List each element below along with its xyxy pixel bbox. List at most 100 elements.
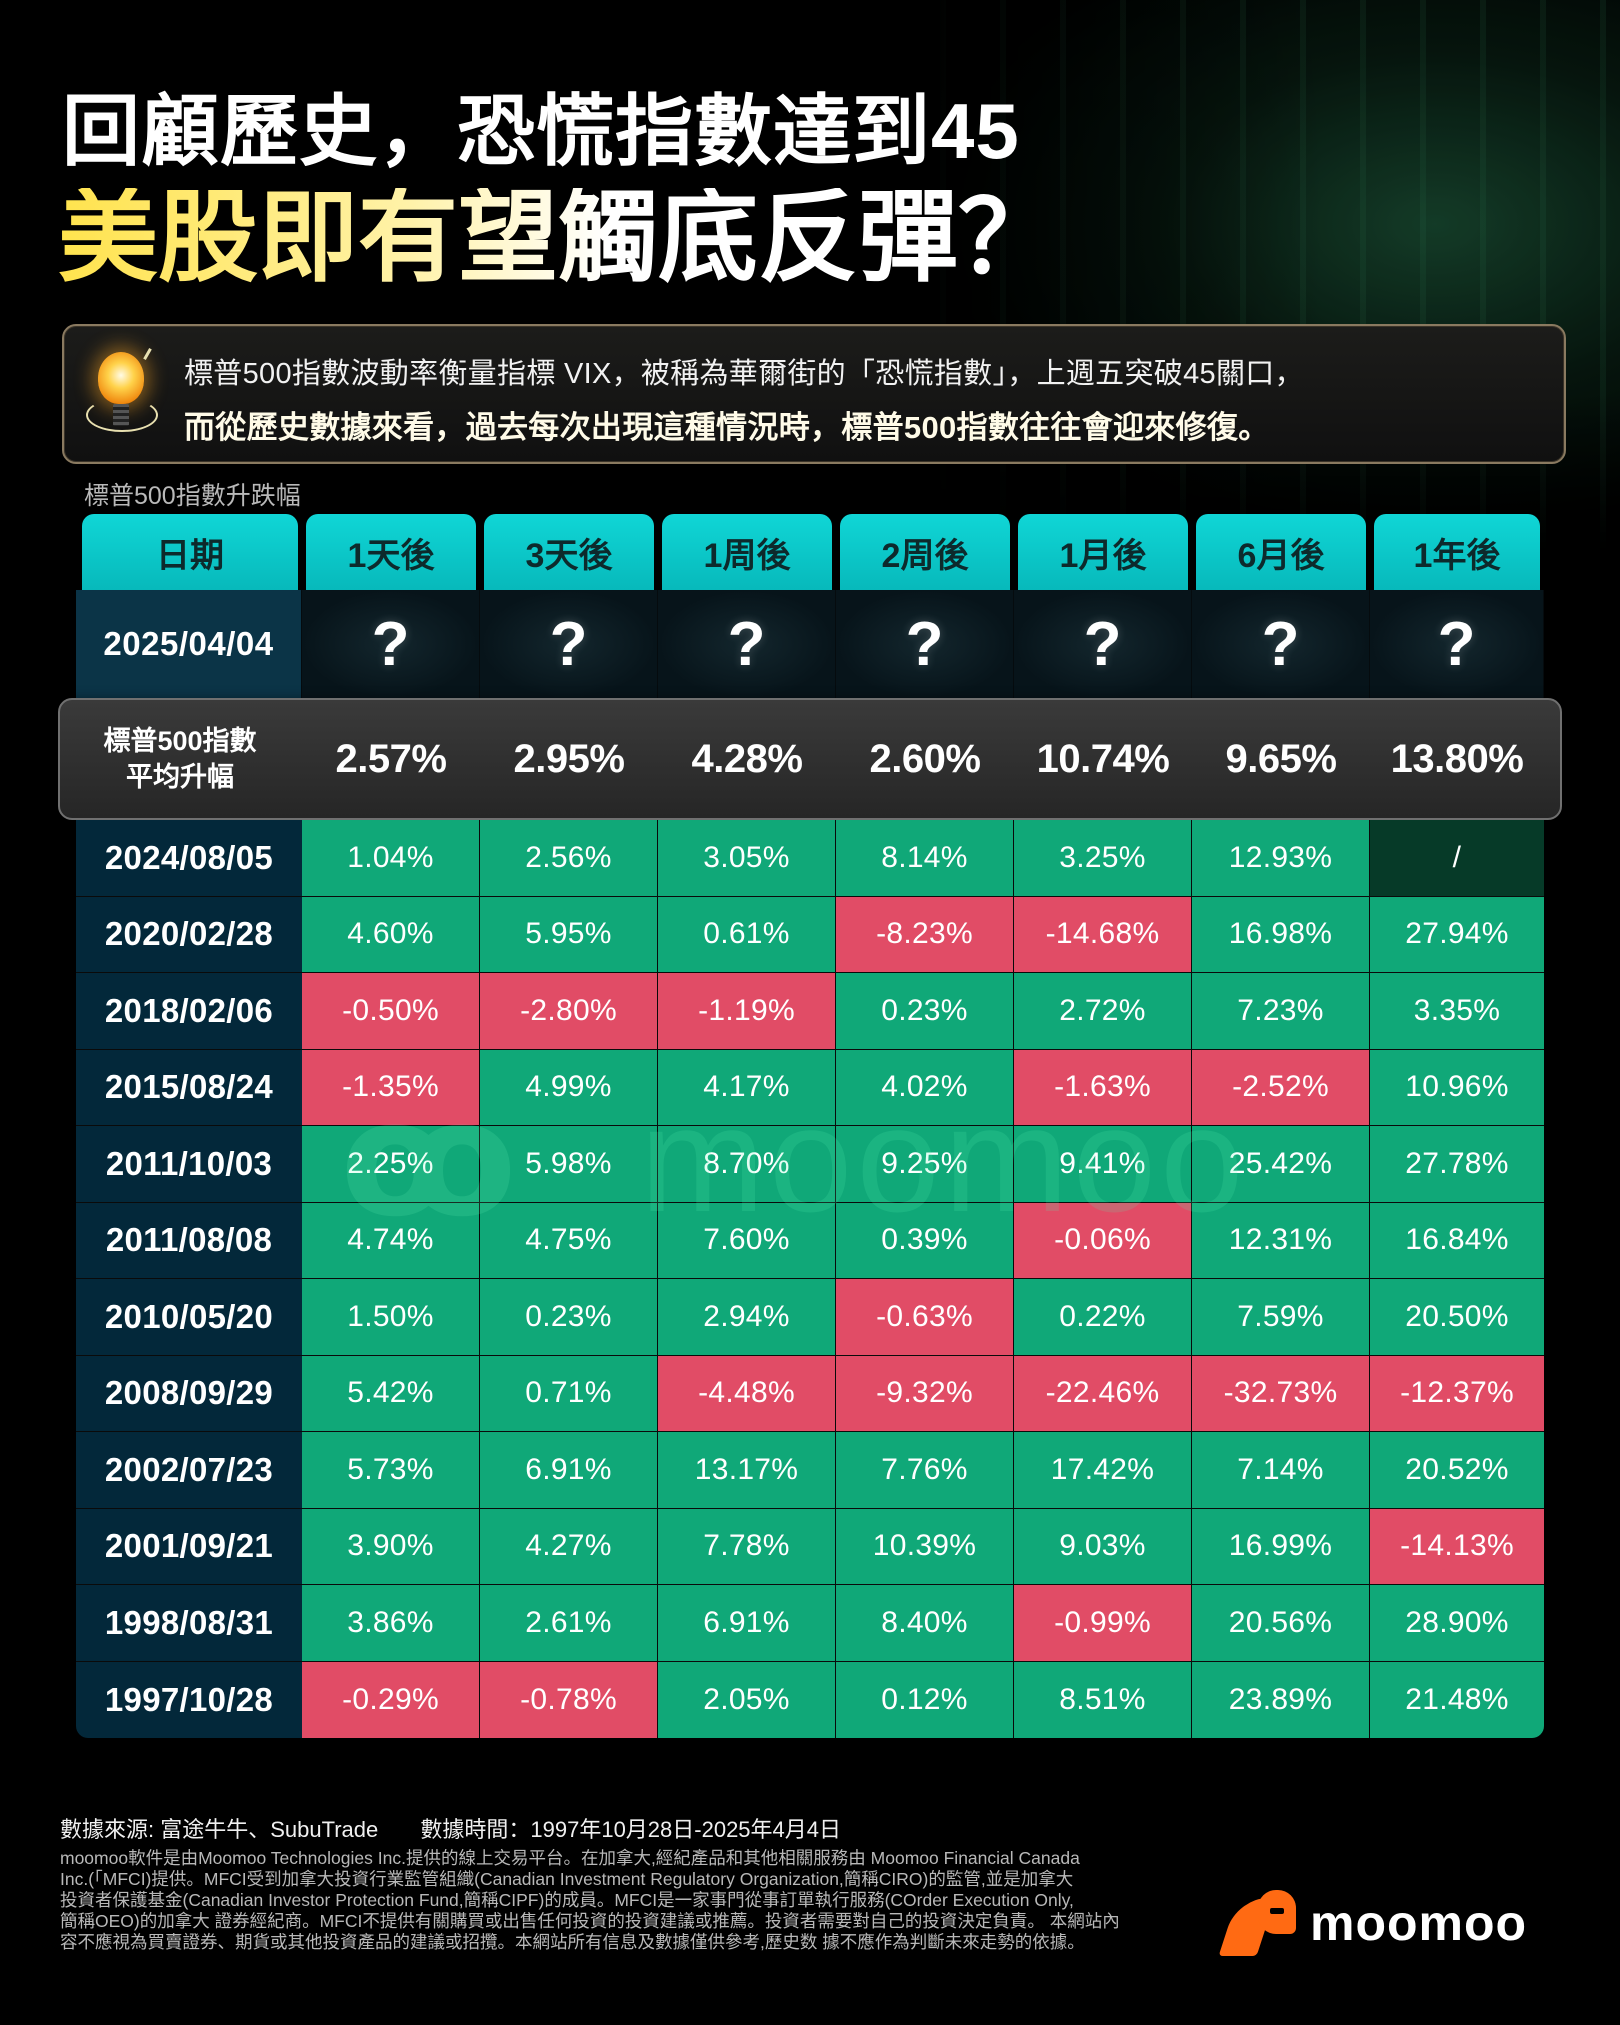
average-value: 2.60%	[869, 736, 981, 781]
negative-value-cell: -32.73%	[1192, 1355, 1370, 1432]
positive-value-cell: 2.25%	[302, 1126, 480, 1203]
positive-value-cell: 2.72%	[1014, 973, 1192, 1050]
average-value-cell: 13.80%	[1370, 700, 1544, 818]
negative-value-cell: -12.37%	[1370, 1355, 1544, 1432]
date-cell: 2011/08/08	[76, 1202, 302, 1279]
table-row: 1998/08/31 3.86% 2.61% 6.91% 8.40% -0.99% 20.5…	[76, 1585, 1544, 1662]
positive-value-cell: 7.60%	[658, 1202, 836, 1279]
column-header-0: 日期	[82, 514, 298, 590]
disclaimer-line: 投資者保護基金(Canadian Investor Protection Fun…	[60, 1890, 1074, 1910]
positive-value-cell: 4.60%	[302, 896, 480, 973]
positive-value-cell: 7.59%	[1192, 1279, 1370, 1356]
average-label: 標普500指數 平均升幅	[60, 700, 300, 818]
positive-value-cell: 0.61%	[658, 896, 836, 973]
title-line-2: 美股即有望觸底反彈？	[58, 182, 1058, 294]
positive-value-cell: 0.23%	[480, 1279, 658, 1356]
question-mark: ?	[371, 609, 410, 679]
average-value: 10.74%	[1036, 736, 1170, 781]
negative-value-cell: -0.99%	[1014, 1585, 1192, 1662]
positive-value-cell: 9.25%	[836, 1126, 1014, 1203]
negative-value-cell: -0.78%	[480, 1661, 658, 1738]
table-row: 2008/09/29 5.42% 0.71% -4.48% -9.32% -22.46% -…	[76, 1355, 1544, 1432]
positive-value-cell: 27.78%	[1370, 1126, 1544, 1203]
positive-value-cell: 9.03%	[1014, 1508, 1192, 1585]
positive-value-cell: 8.40%	[836, 1585, 1014, 1662]
title-line-1: 回顧歷史，恐慌指數達到45	[62, 87, 1020, 175]
unknown-value-cell: ?	[658, 590, 836, 698]
table-row: 2001/09/21 3.90% 4.27% 7.78% 10.39% 9.03% 16.9…	[76, 1508, 1544, 1585]
intro-text-line-1: 標普500指數波動率衡量指標 VIX，被稱為華爾街的「恐慌指數」，上週五突破45…	[184, 358, 1304, 390]
positive-value-cell: 16.99%	[1192, 1508, 1370, 1585]
negative-value-cell: -1.35%	[302, 1049, 480, 1126]
average-value-cell: 2.57%	[302, 700, 480, 818]
positive-value-cell: 2.56%	[480, 820, 658, 897]
average-value: 4.28%	[691, 736, 803, 781]
negative-value-cell: -14.68%	[1014, 896, 1192, 973]
negative-value-cell: -22.46%	[1014, 1355, 1192, 1432]
positive-value-cell: 7.76%	[836, 1432, 1014, 1509]
positive-value-cell: 4.75%	[480, 1202, 658, 1279]
positive-value-cell: 5.42%	[302, 1355, 480, 1432]
question-mark: ?	[549, 609, 588, 679]
column-header-7: 1年後	[1374, 514, 1540, 590]
table-row: 1997/10/28 -0.29% -0.78% 2.05% 0.12% 8.51% 23.…	[76, 1661, 1544, 1738]
lightbulb-icon	[84, 346, 162, 446]
date-cell: 2015/08/24	[76, 1049, 302, 1126]
positive-value-cell: 21.48%	[1370, 1661, 1544, 1738]
average-value: 9.65%	[1225, 736, 1337, 781]
not-available-cell: /	[1370, 820, 1544, 897]
table-row: 2020/02/28 4.60% 5.95% 0.61% -8.23% -14.68% 16…	[76, 896, 1544, 973]
positive-value-cell: 12.93%	[1192, 820, 1370, 897]
positive-value-cell: 0.23%	[836, 973, 1014, 1050]
positive-value-cell: 4.74%	[302, 1202, 480, 1279]
positive-value-cell: 9.41%	[1014, 1126, 1192, 1203]
unknown-value-cell: ?	[1192, 590, 1370, 698]
negative-value-cell: -1.19%	[658, 973, 836, 1050]
column-header-4: 2周後	[840, 514, 1010, 590]
positive-value-cell: 0.71%	[480, 1355, 658, 1432]
question-mark: ?	[1083, 609, 1122, 679]
average-label-line-1: 標普500指數	[103, 725, 257, 756]
period-text: 數據時間：1997年10月28日-2025年4月4日	[420, 1817, 842, 1842]
background-building-image	[880, 0, 1620, 560]
positive-value-cell: 2.61%	[480, 1585, 658, 1662]
positive-value-cell: 8.70%	[658, 1126, 836, 1203]
negative-value-cell: -2.80%	[480, 973, 658, 1050]
positive-value-cell: 10.39%	[836, 1508, 1014, 1585]
positive-value-cell: 6.91%	[480, 1432, 658, 1509]
disclaimer-line: 容不應視為買賣證券、期貨或其他投資產品的建議或招攬。本網站所有信息及數據僅供參考…	[60, 1932, 1085, 1952]
average-value-cell: 4.28%	[658, 700, 836, 818]
column-header-2: 3天後	[484, 514, 654, 590]
negative-value-cell: -0.29%	[302, 1661, 480, 1738]
positive-value-cell: 7.14%	[1192, 1432, 1370, 1509]
table-row: 2018/02/06 -0.50% -2.80% -1.19% 0.23% 2.72% 7.…	[76, 973, 1544, 1050]
positive-value-cell: 3.35%	[1370, 973, 1544, 1050]
positive-value-cell: 1.04%	[302, 820, 480, 897]
positive-value-cell: 7.23%	[1192, 973, 1370, 1050]
positive-value-cell: 12.31%	[1192, 1202, 1370, 1279]
positive-value-cell: 4.27%	[480, 1508, 658, 1585]
positive-value-cell: 13.17%	[658, 1432, 836, 1509]
date-cell: 1998/08/31	[76, 1585, 302, 1662]
positive-value-cell: 20.56%	[1192, 1585, 1370, 1662]
positive-value-cell: 20.50%	[1370, 1279, 1544, 1356]
unknown-value-cell: ?	[480, 590, 658, 698]
positive-value-cell: 3.86%	[302, 1585, 480, 1662]
moomoo-bull-icon	[1218, 1890, 1298, 1956]
positive-value-cell: 17.42%	[1014, 1432, 1192, 1509]
positive-value-cell: 0.39%	[836, 1202, 1014, 1279]
column-header-5: 1月後	[1018, 514, 1188, 590]
disclaimer-line: moomoo軟件是由Moomoo Technologies Inc.提供的線上交…	[60, 1848, 1080, 1868]
average-value-cell: 2.60%	[836, 700, 1014, 818]
positive-value-cell: 1.50%	[302, 1279, 480, 1356]
average-value-cell: 10.74%	[1014, 700, 1192, 818]
average-value: 2.95%	[513, 736, 625, 781]
positive-value-cell: 5.95%	[480, 896, 658, 973]
positive-value-cell: 3.25%	[1014, 820, 1192, 897]
column-header-1: 1天後	[306, 514, 476, 590]
table-row: 2015/08/24 -1.35% 4.99% 4.17% 4.02% -1.63% -2.…	[76, 1049, 1544, 1126]
average-value: 2.57%	[335, 736, 447, 781]
average-value-cell: 9.65%	[1192, 700, 1370, 818]
negative-value-cell: -0.50%	[302, 973, 480, 1050]
table-row: 2024/08/05 1.04% 2.56% 3.05% 8.14% 3.25% 12.93…	[76, 820, 1544, 897]
